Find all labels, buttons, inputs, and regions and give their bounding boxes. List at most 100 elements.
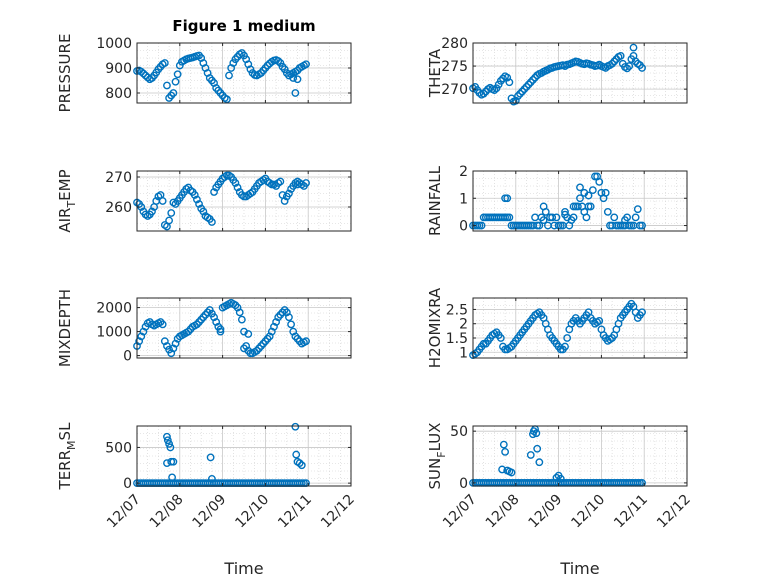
mixdepth-panel: 0 1000 2000 MIXDEPTH [56,289,352,367]
theta-data-point [629,43,638,52]
pressure-y-axis-label: PRESSURE [56,34,74,113]
terr-msl-data-point [165,439,174,448]
air-temp-data-point [207,218,216,226]
sun-flux-panel: 0 50 12/07 12/08 12/09 12/10 12/11 12/12 SUNFLUX… [426,423,694,578]
terr-msl-y-axis-label: TERRMSL [56,422,78,491]
h2omixra-y-tick-label: 1 [459,345,468,361]
terr-msl-panel: 0 500 12/07 12/08 12/09 12/10 12/11 12/12 TERRMS… [56,422,358,578]
rainfall-data-point [573,202,582,211]
theta-axes-box [472,42,688,104]
rainfall-data-point [552,213,561,222]
rainfall-y-tick-label: 2 [459,164,468,180]
theta-data-point [516,89,524,98]
rainfall-data-point [621,216,629,224]
air-temp-y-axis-label: AIRTEMP [56,169,78,232]
air-temp-y-tick-label: 260 [105,200,132,216]
h2omixra-y-tick-label: 2 [459,317,468,333]
terr-msl-data-point [292,450,301,459]
terr-msl-y-tick-label: 500 [105,440,132,456]
mixdepth-data-point [244,330,253,338]
rainfall-data-point [576,194,584,203]
air-temp-data-point [210,188,218,196]
pressure-data-point [160,59,169,67]
mixdepth-data-point [237,315,246,324]
rainfall-data-point [601,188,610,197]
h2omixra-data-point [563,334,572,342]
rainfall-data-point [535,221,544,230]
sun-flux-y-axis-label: SUNFLUX [426,423,448,490]
theta-data-point [616,52,625,60]
terr-msl-data-point [169,457,178,466]
sun-flux-data-point [498,465,507,474]
theta-y-tick-label: 275 [441,59,468,75]
mixdepth-y-tick-label: 0 [123,349,132,365]
air-temp-data-point [193,195,201,204]
mixdepth-data-point [235,308,244,317]
theta-data-point [610,57,619,66]
h2omixra-data-point [496,334,505,342]
rainfall-data-point [477,221,486,230]
sun-flux-data-point [535,458,544,467]
pressure-data-point [169,89,178,97]
x-tick-label: 12/07 [104,492,144,532]
terr-msl-y-tick-label: 0 [123,476,132,492]
terr-msl-data-point [168,473,176,482]
theta-data-point [638,64,646,72]
pressure-data-point [139,69,148,78]
mixdepth-data-point [285,313,293,322]
rainfall-y-axis-label: RAINFALL [426,165,444,236]
mixdepth-data-point [302,337,310,346]
rainfall-axes-box [472,170,688,232]
air-temp-y-tick-label: 270 [105,170,132,186]
air-temp-data-point [276,177,285,186]
h2omixra-y-axis-label: H2OMIXRA [426,287,444,368]
theta-data-point [608,59,616,68]
x-tick-label: 12/09 [526,492,566,532]
theta-y-tick-label: 270 [441,82,468,98]
sun-flux-data-point [507,468,516,477]
theta-y-tick-label: 280 [441,36,468,52]
air-temp-data-point [302,179,310,187]
sun-flux-data-point [499,440,508,449]
mixdepth-y-tick-label: 1000 [96,325,132,341]
pressure-data-point [289,74,298,82]
theta-data-point [505,78,514,87]
pressure-data-point [222,95,231,104]
x-tick-label: 12/12 [318,492,358,532]
theta-data-point [514,92,522,100]
rainfall-data-point [603,208,612,216]
pressure-data-point [137,67,146,76]
air-temp-axes-box [136,170,352,232]
terr-msl-data-point [297,461,306,470]
x-tick-label: 12/08 [147,492,187,532]
theta-data-point [499,74,507,83]
terr-msl-data-point [166,443,175,452]
rainfall-data-point [503,194,512,203]
theta-data-point [490,86,499,94]
air-temp-data-point [167,209,176,217]
mixdepth-data-point [287,320,295,329]
sun-flux-axes-box [472,425,688,487]
x-tick-label: 12/07 [440,492,480,532]
rainfall-data-point [633,205,642,214]
terr-msl-data-point [163,436,172,445]
terr-msl-data-point [291,422,300,431]
x-tick-label: 12/08 [483,492,523,532]
air-temp-data-point [231,179,240,187]
sun-flux-y-tick-label: 0 [459,476,468,492]
rainfall-data-point [539,202,548,211]
x-tick-label: 12/10 [568,492,608,532]
h2omixra-data-point [595,316,604,325]
air-temp-data-point [148,207,156,216]
rainfall-data-point [569,202,578,211]
x-tick-label: 12/09 [190,492,230,532]
pressure-data-point [291,89,300,97]
theta-data-point [529,76,537,84]
rainfall-data-point [505,213,514,222]
figure-title: Figure 1 medium [172,17,315,35]
theta-data-point [496,76,505,85]
mixdepth-data-point [216,325,225,334]
pressure-data-point [293,75,302,84]
pressure-y-tick-label: 1000 [96,36,132,52]
